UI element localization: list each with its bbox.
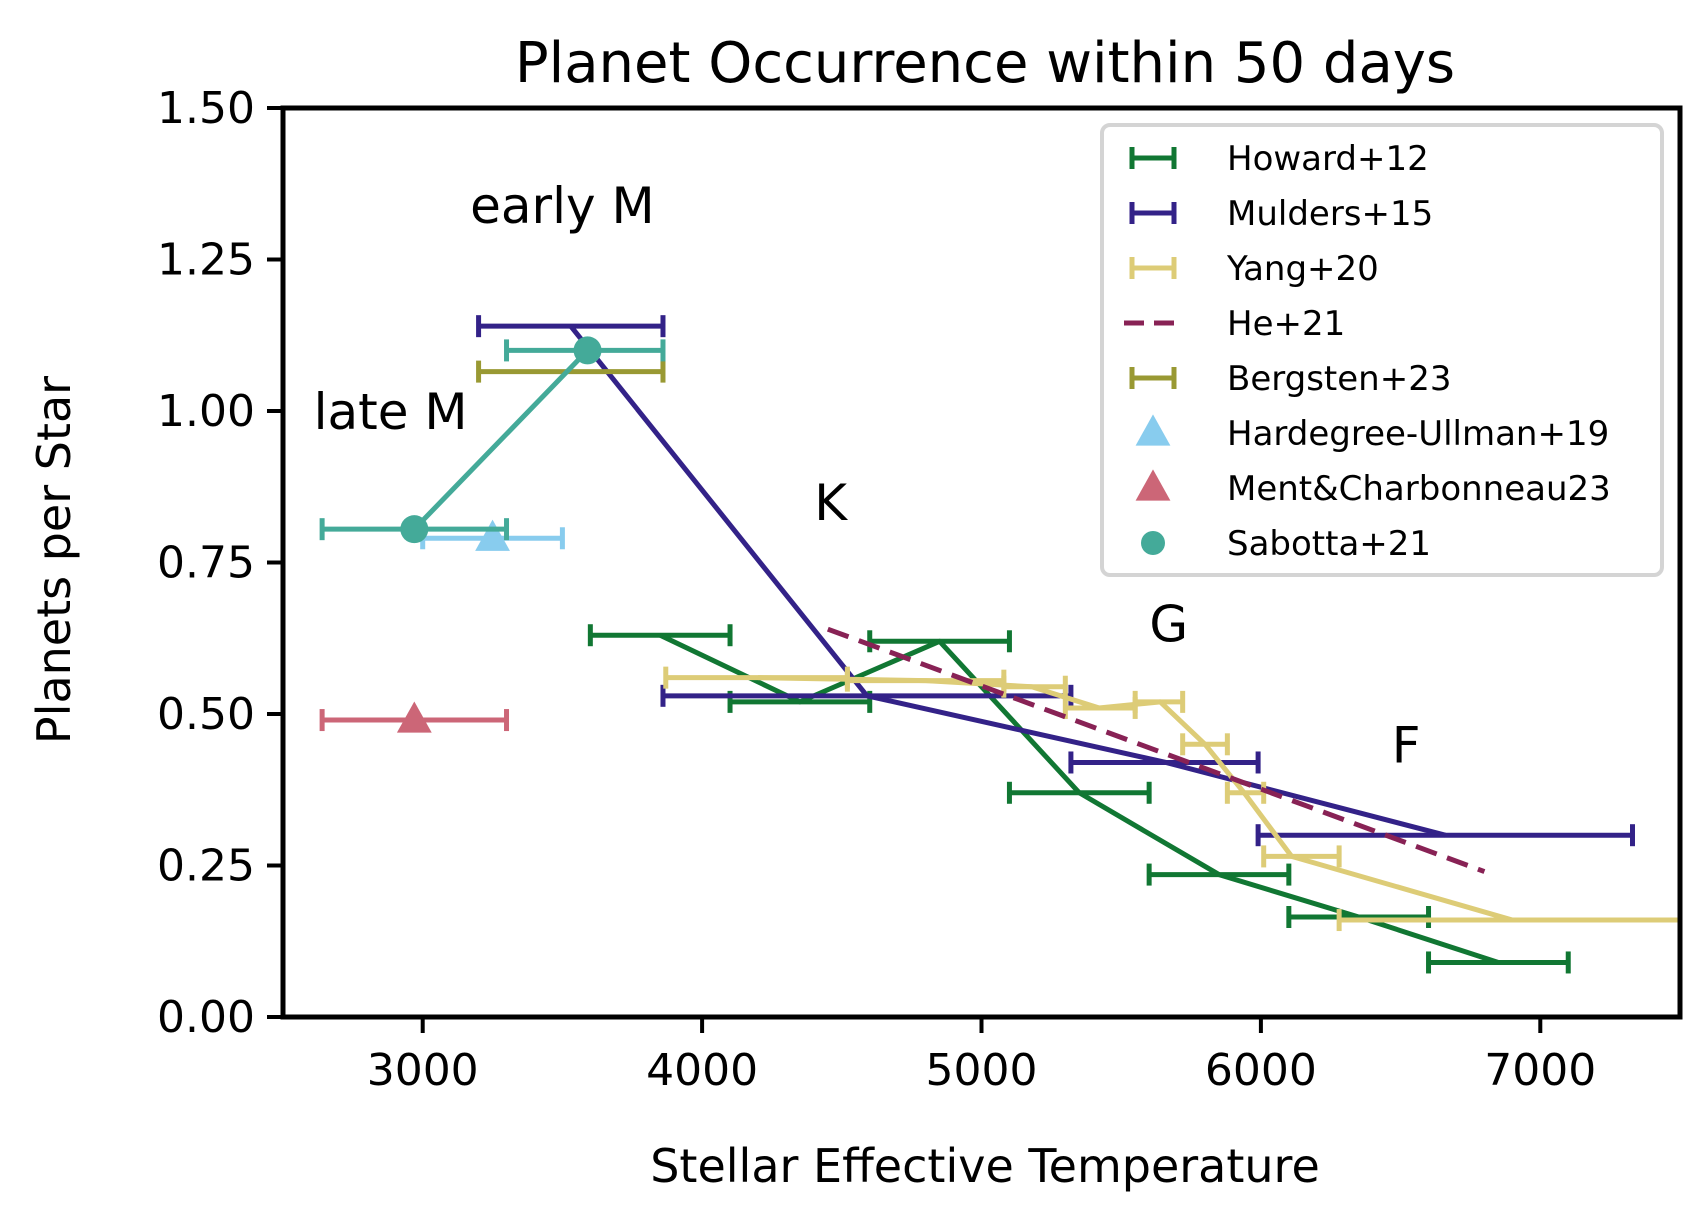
- legend-mulders-15-label: Mulders+15: [1227, 194, 1433, 234]
- series-mulders-15: [476, 315, 1636, 847]
- legend-box: [1100, 123, 1664, 577]
- legend-entry-yang-20: Yang+20: [1129, 249, 1379, 289]
- mulders-15-line: [568, 324, 1446, 838]
- legend-hardegree-ullman-19-label: Hardegree-Ullman+19: [1227, 414, 1609, 454]
- annotation-g: G: [1149, 595, 1188, 653]
- annotation-k: K: [814, 474, 848, 532]
- legend-hardegree-ullman-19-marker: [1135, 414, 1171, 446]
- sabotta-21-marker-1: [573, 336, 602, 365]
- legend-bergsten-23-label: Bergsten+23: [1227, 359, 1451, 399]
- y-tick-label-1.50: 1.50: [157, 83, 255, 134]
- sabotta-21-marker-0: [400, 515, 429, 544]
- sabotta-21-line: [412, 348, 590, 531]
- legend-howard-12-label: Howard+12: [1227, 139, 1429, 179]
- hardegree-ullman-19-marker-0: [475, 519, 510, 551]
- y-tick-label-0.00: 0.00: [157, 992, 255, 1043]
- y-tick-label-0.75: 0.75: [157, 538, 255, 589]
- ment-charbonneau23-marker-0: [396, 701, 432, 733]
- series-yang-20: [663, 666, 1680, 932]
- he-21-line: [826, 626, 1486, 874]
- y-tick-label-0.25: 0.25: [157, 841, 255, 892]
- legend-entry-mulders-15: Mulders+15: [1129, 194, 1433, 234]
- plot-area: [319, 315, 1680, 974]
- y-tick-label-1.25: 1.25: [157, 235, 255, 286]
- legend-entry-ment-charbonneau23: Ment&Charbonneau23: [1135, 469, 1611, 509]
- plot-marks: [319, 315, 1680, 974]
- series-ment-charbonneau23: [319, 701, 510, 733]
- x-tick-label-7000: 7000: [1484, 1045, 1596, 1096]
- x-tick-label-5000: 5000: [926, 1045, 1038, 1096]
- legend-he-21-label: He+21: [1227, 304, 1345, 344]
- axes: 3000 4000 5000 6000 7000 0.00 0.25 0.50 0.75 1.00…: [157, 83, 1683, 1096]
- annotation-late-m: late M: [314, 383, 468, 441]
- y-tick-label-0.50: 0.50: [157, 689, 255, 740]
- annotation-early-m: early M: [470, 177, 654, 235]
- legend: Howard+12 Mulders+15 Yang+20 He+21 Bergsten+…: [1100, 123, 1664, 577]
- legend-entry-he-21: He+21: [1124, 304, 1345, 344]
- legend-sabotta-21-label: Sabotta+21: [1227, 524, 1431, 564]
- x-tick-label-4000: 4000: [646, 1045, 758, 1096]
- series-sabotta-21: [319, 336, 666, 544]
- chart-title: Planet Occurrence within 50 days: [515, 31, 1455, 96]
- legend-entry-howard-12: Howard+12: [1129, 139, 1429, 179]
- legend-sabotta-21-marker: [1141, 531, 1165, 555]
- legend-ment-charbonneau23-marker: [1135, 469, 1171, 501]
- x-tick-label-6000: 6000: [1205, 1045, 1317, 1096]
- series-bergsten-23: [476, 360, 666, 383]
- annotation-f: F: [1392, 716, 1421, 774]
- series-he-21: [826, 626, 1486, 874]
- y-tick-label-1.00: 1.00: [157, 386, 255, 437]
- legend-ment-charbonneau23-label: Ment&Charbonneau23: [1227, 469, 1611, 509]
- legend-entry-bergsten-23: Bergsten+23: [1129, 359, 1451, 399]
- x-axis-label: Stellar Effective Temperature: [650, 1139, 1320, 1193]
- y-axis-label: Planets per Star: [27, 376, 81, 744]
- legend-yang-20-label: Yang+20: [1226, 249, 1379, 289]
- annotations: early M late M K G F: [314, 177, 1421, 774]
- legend-entry-hardegree-ullman-19: Hardegree-Ullman+19: [1135, 414, 1609, 454]
- x-tick-label-3000: 3000: [367, 1045, 479, 1096]
- legend-entry-sabotta-21: Sabotta+21: [1141, 524, 1431, 564]
- series-howard-12: [587, 624, 1571, 974]
